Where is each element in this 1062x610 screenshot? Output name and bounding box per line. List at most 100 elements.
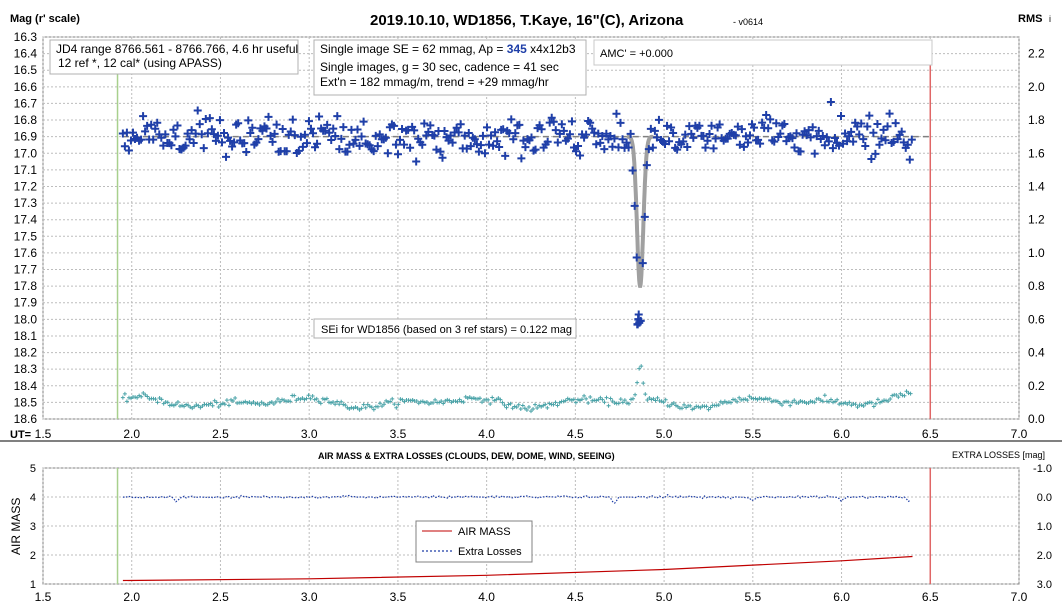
mag-point-390 [907,135,916,144]
rms-point-287 [706,407,711,412]
mag-point-333 [792,129,801,138]
rms-point-30 [182,404,187,409]
mag-point-55 [230,138,239,147]
rms-point-168 [463,394,468,399]
rms-point-278 [688,403,693,408]
rms-point-268 [667,404,672,409]
mag-point-84 [288,115,297,124]
rms-point-114 [353,405,358,410]
rms-point-199 [526,404,531,409]
rms-point-316 [765,397,770,402]
rms-point-23 [167,403,172,408]
rms-point-205 [539,404,544,409]
mag-point-172 [466,142,475,151]
mag-point-136 [393,150,402,159]
rms-point-10 [141,391,146,396]
rms-point-185 [498,397,503,402]
rms-point-89 [302,397,307,402]
mag-point-224 [572,147,581,156]
sei-annotation: SEi for WD1856 (based on 3 ref stars) = … [321,324,572,336]
mag-point-71 [262,124,271,133]
rms-point-110 [345,405,350,410]
rms-point-343 [820,399,825,404]
mag-point-375 [877,134,886,143]
mag-point-171 [464,129,473,137]
legend-airmass-label: AIR MASS [458,526,511,538]
rms-point-92 [308,396,313,401]
mag-point-45 [209,130,218,139]
rms-point-12 [145,394,150,399]
mag-point-307 [739,142,748,151]
main-x-tick-0: 1.5 [35,427,52,441]
mag-point-34 [187,126,196,135]
rms-point-241 [612,400,617,405]
mag-point-214 [551,126,560,135]
mag-point-62 [244,116,253,125]
rms-point-24 [169,402,174,407]
rms-point-306 [745,398,750,403]
main-y2-tick-8: 1.6 [1028,146,1045,160]
mag-point-252 [628,166,637,175]
rms-point-255 [641,381,646,386]
rms-point-137 [400,397,405,402]
rms-point-126 [377,401,382,406]
rms-point-99 [322,397,327,402]
rms-point-29 [180,403,185,408]
rms-point-94 [312,397,317,402]
se-annotation-box: Single image SE = 62 mmag, Ap = 345 x4x1… [313,39,587,96]
rms-point-201 [531,407,536,412]
main-y-tick-16: 17.9 [14,296,38,310]
sei-annotation-box: SEi for WD1856 (based on 3 ref stars) = … [313,318,577,339]
mag-point-192 [507,115,516,124]
rms-point-232 [594,398,599,403]
mag-point-124 [369,147,378,156]
se-aperture: 345 [507,42,527,56]
rms-point-357 [849,403,854,408]
rms-point-348 [831,400,836,405]
rms-point-250 [631,396,636,401]
rms-point-240 [610,399,615,404]
mag-point-131 [383,149,392,158]
rms-point-48 [218,402,223,407]
mag-point-166 [454,128,463,137]
mag-point-239 [602,129,611,138]
transit-model-curve [626,134,654,288]
mag-point-368 [863,122,872,131]
mag-point-356 [839,139,848,148]
rms-point-244 [618,397,623,402]
rms-point-19 [159,397,164,402]
mag-point-117 [355,141,364,150]
rms-point-109 [343,403,348,408]
mag-point-295 [715,120,724,129]
main-y-tick-23: 18.6 [14,412,38,426]
mag-point-75 [270,129,279,138]
mag-point-316 [758,118,767,127]
rms-point-276 [684,405,689,410]
rms-point-249 [628,397,633,402]
rms-point-213 [555,403,560,408]
mag-point-319 [764,124,773,133]
rms-point-247 [624,401,629,406]
rms-point-383 [902,393,907,398]
rms-point-101 [326,400,331,405]
rms-point-381 [898,391,903,396]
rms-point-228 [586,400,591,405]
rms-point-78 [280,397,285,402]
rms-point-312 [757,396,762,401]
rms-point-121 [367,404,372,409]
rms-point-152 [431,400,436,405]
mag-point-331 [788,134,797,143]
mag-point-265 [654,115,663,124]
main-y-tick-3: 16.6 [14,80,38,94]
rms-point-274 [680,406,685,411]
mag-point-33 [185,135,194,144]
rms-point-106 [337,402,342,407]
rms-point-123 [371,407,376,412]
mag-point-229 [582,130,591,139]
rms-point-105 [335,399,340,404]
rms-point-308 [749,396,754,401]
mag-point-167 [456,120,465,129]
rms-point-196 [520,403,525,408]
mag-point-162 [446,131,455,140]
airmass-x-tick-labels: 1.5 2.0 2.5 3.0 3.5 4.0 4.5 5.0 5.5 6.0 6.5 7.0 [35,590,1028,604]
